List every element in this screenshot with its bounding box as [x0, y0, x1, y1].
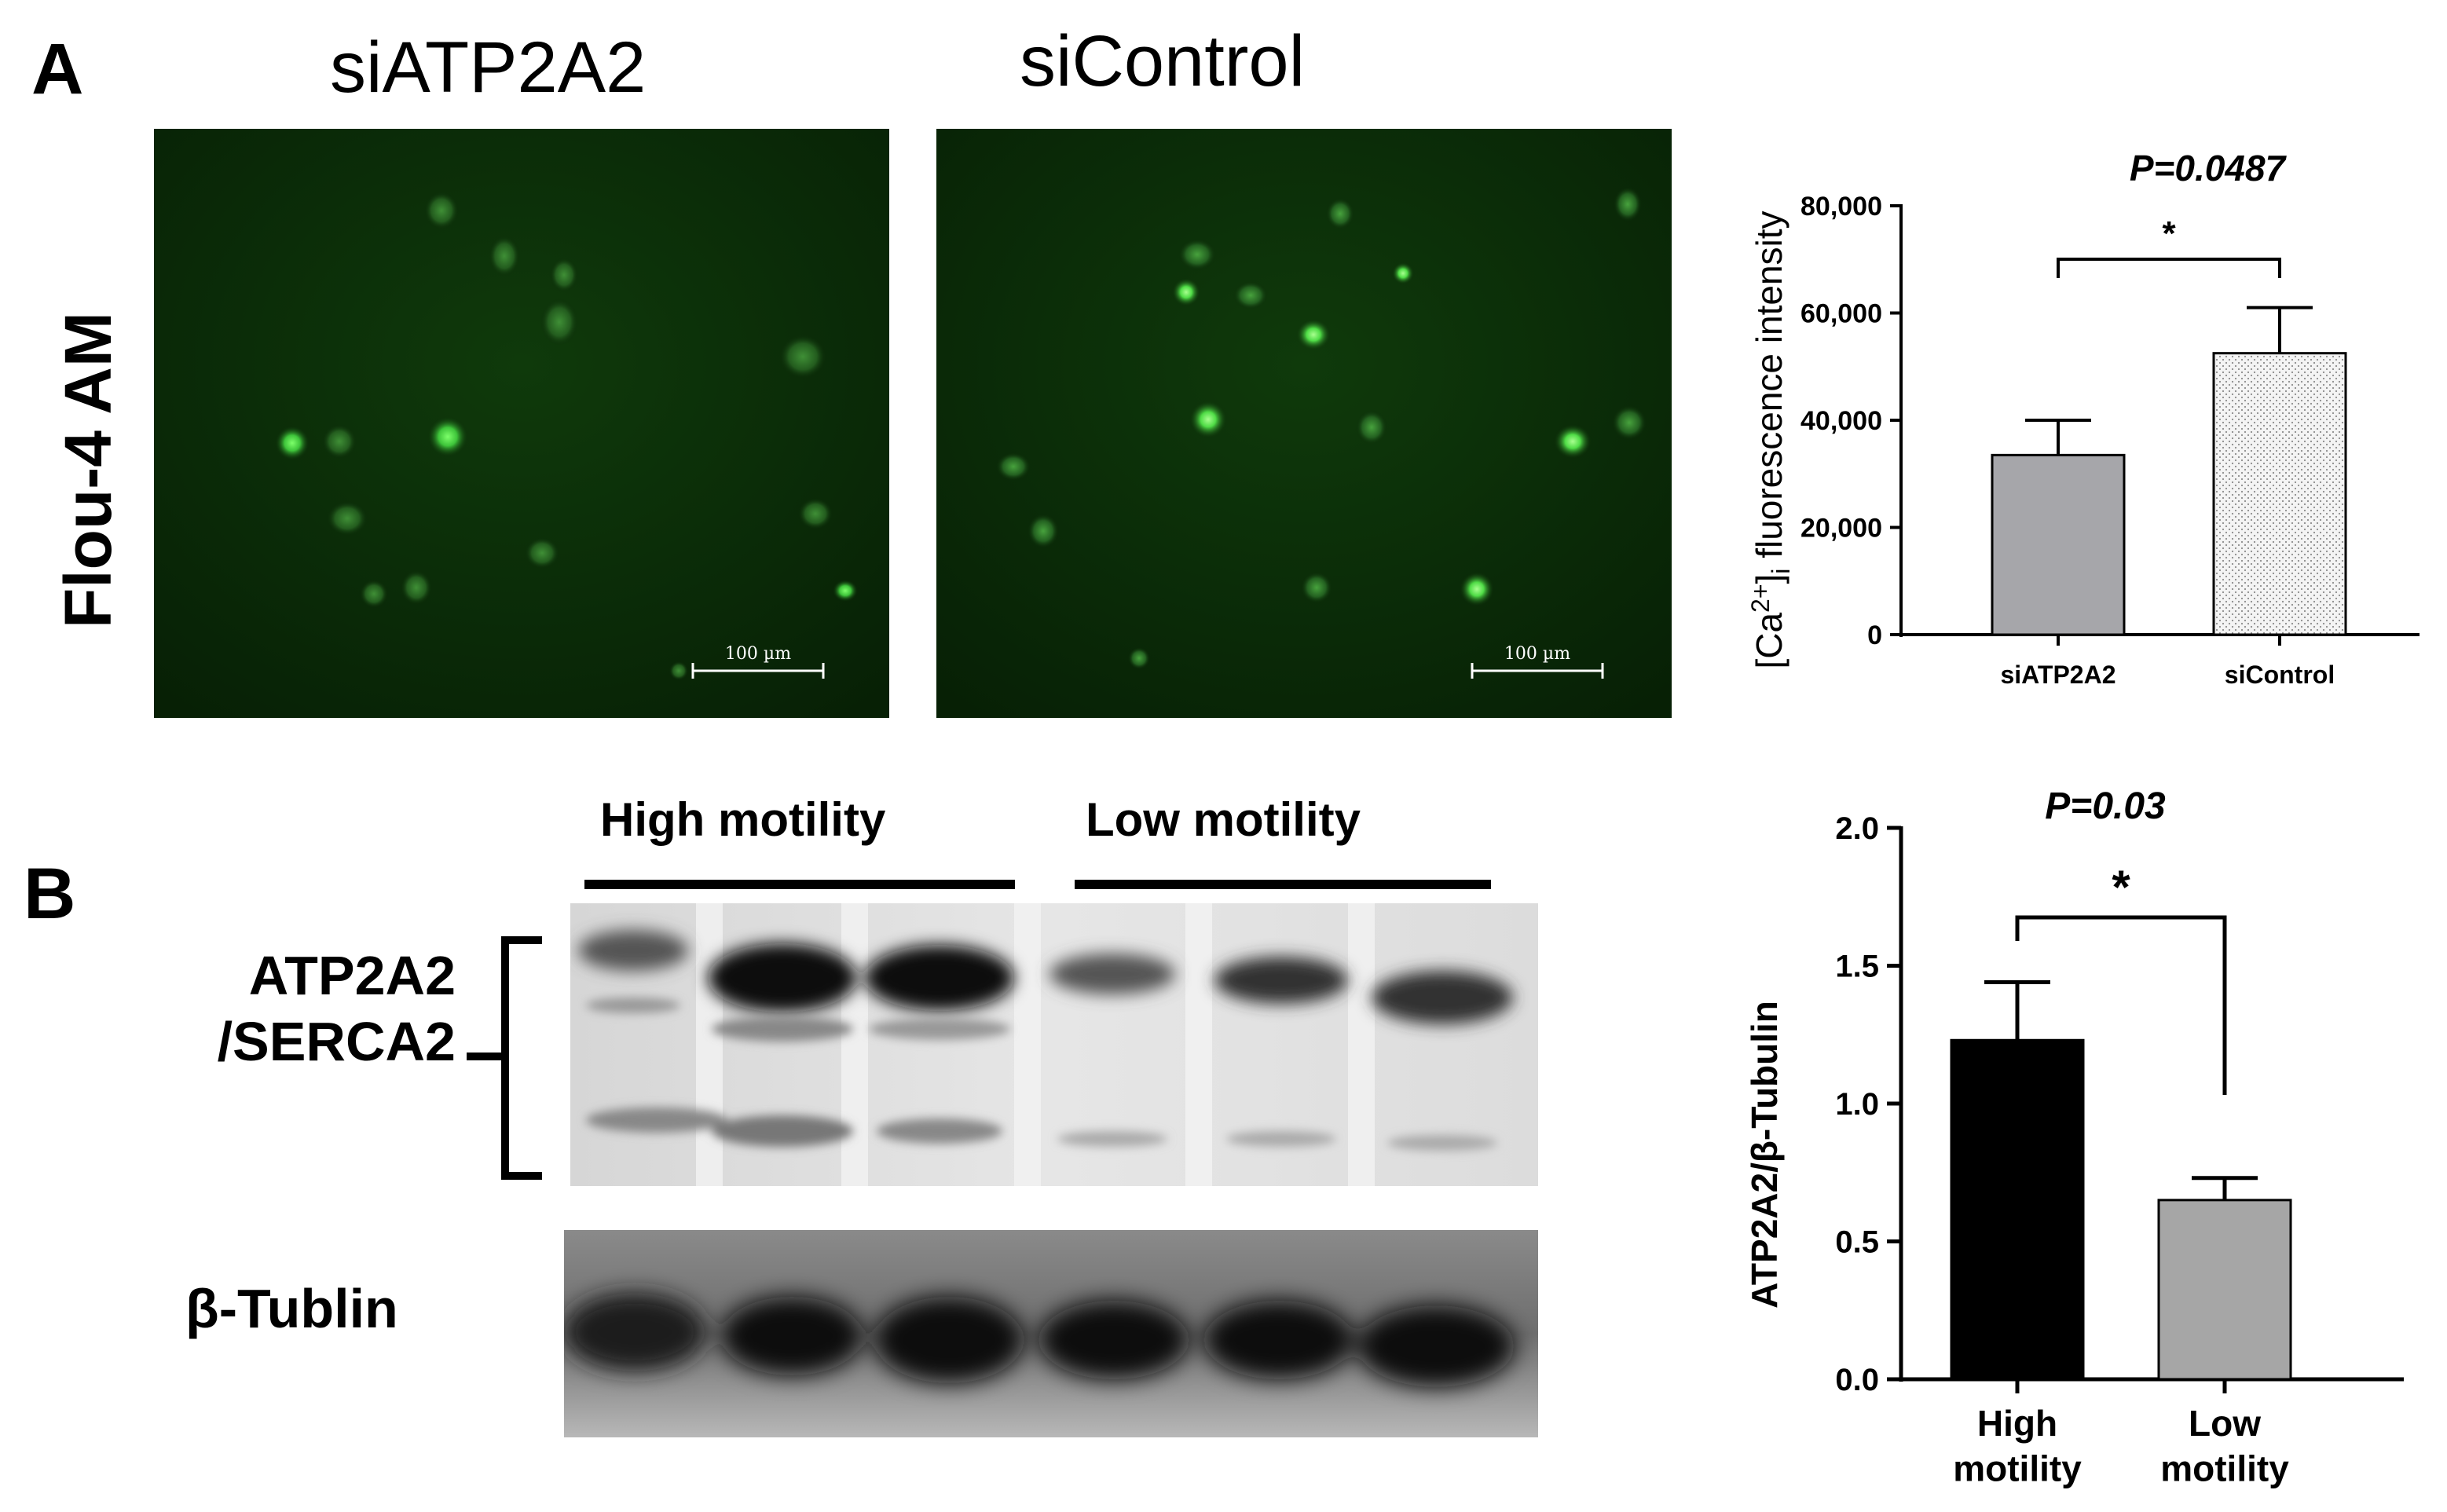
y-tick-label: 20,000 [1800, 513, 1882, 543]
image-title-siatp2a2: siATP2A2 [330, 27, 647, 108]
band-label-line2: /SERCA2 [217, 1011, 456, 1072]
significance-star: * [2112, 861, 2130, 913]
significance-bracket [2057, 258, 2281, 278]
chart-calcium-intensity: [Ca2+]i fluorescence intensity P=0.0487 … [1713, 94, 2420, 738]
x-tick-label: High [1977, 1403, 2057, 1444]
x-tick-label: Low [2189, 1403, 2261, 1444]
micrograph-siatp2a2: 100 µm [154, 129, 889, 718]
p-value: P=0.0487 [2130, 148, 2288, 189]
stain-label: Flou-4 AM [51, 312, 125, 628]
group-line-low [1075, 880, 1491, 889]
scale-bar-label: 100 µm [725, 644, 791, 664]
band-label-atp2a2: ATP2A2 /SERCA2 [110, 943, 456, 1075]
significance-star: * [2162, 214, 2176, 253]
chart-atp2a2-tubulin-svg: ATP2A2/β-Tubulin P=0.03 0.0 0.5 1.0 1.5 2.0 H… [1744, 785, 2404, 1489]
x-tick-label: siControl [2225, 661, 2335, 689]
bar [1950, 1038, 2085, 1381]
significance-bracket [2015, 915, 2227, 1095]
loading-label: β-Tublin [185, 1278, 398, 1339]
chart-calcium-intensity-svg: [Ca2+]i fluorescence intensity P=0.0487 … [1746, 148, 2420, 689]
group-label-high: High motility [600, 793, 886, 846]
micrograph-sicontrol: 100 µm [936, 129, 1672, 718]
y-tick-label: 0.0 [1835, 1363, 1879, 1397]
scale-bar: 100 µm [691, 644, 825, 679]
y-axis-label: ATP2A2/β-Tubulin [1744, 1001, 1785, 1309]
chart-atp2a2-tubulin: ATP2A2/β-Tubulin P=0.03 0.0 0.5 1.0 1.5 2.0 H… [1713, 770, 2420, 1508]
group-line-high [584, 880, 1015, 889]
cells [275, 192, 858, 680]
panel-a-letter: A [31, 29, 84, 109]
band-label-line1: ATP2A2 [248, 945, 456, 1006]
y-tick-label: 0 [1867, 621, 1882, 650]
image-title-sicontrol: siControl [1020, 21, 1306, 101]
y-tick-label: 1.0 [1835, 1087, 1879, 1122]
bar [1991, 453, 2126, 636]
p-value: P=0.03 [2045, 785, 2166, 827]
group-label-low: Low motility [1086, 793, 1361, 846]
y-tick-label: 80,000 [1800, 192, 1882, 221]
y-axis-label: [Ca2+]i fluorescence intensity [1746, 211, 1795, 668]
band-bracket [501, 936, 542, 1180]
western-blot-tubulin [564, 1230, 1538, 1437]
y-tick-label: 0.5 [1835, 1225, 1879, 1260]
panel-b-letter: B [24, 854, 76, 934]
y-tick-label: 1.5 [1835, 950, 1879, 984]
western-blot-atp2a2 [570, 903, 1538, 1186]
bracket-tick [467, 1053, 506, 1060]
y-tick-label: 2.0 [1835, 811, 1879, 846]
y-tick-label: 40,000 [1800, 406, 1882, 436]
scale-bar-label: 100 µm [1504, 644, 1570, 664]
x-tick-label: motility [1953, 1448, 2082, 1489]
y-tick-label: 60,000 [1800, 298, 1882, 328]
bar [2212, 352, 2347, 636]
x-tick-label: motility [2160, 1448, 2289, 1489]
x-tick-label: siATP2A2 [2000, 661, 2115, 689]
cells [996, 187, 1647, 669]
scale-bar: 100 µm [1471, 644, 1604, 679]
bar [2157, 1199, 2292, 1381]
